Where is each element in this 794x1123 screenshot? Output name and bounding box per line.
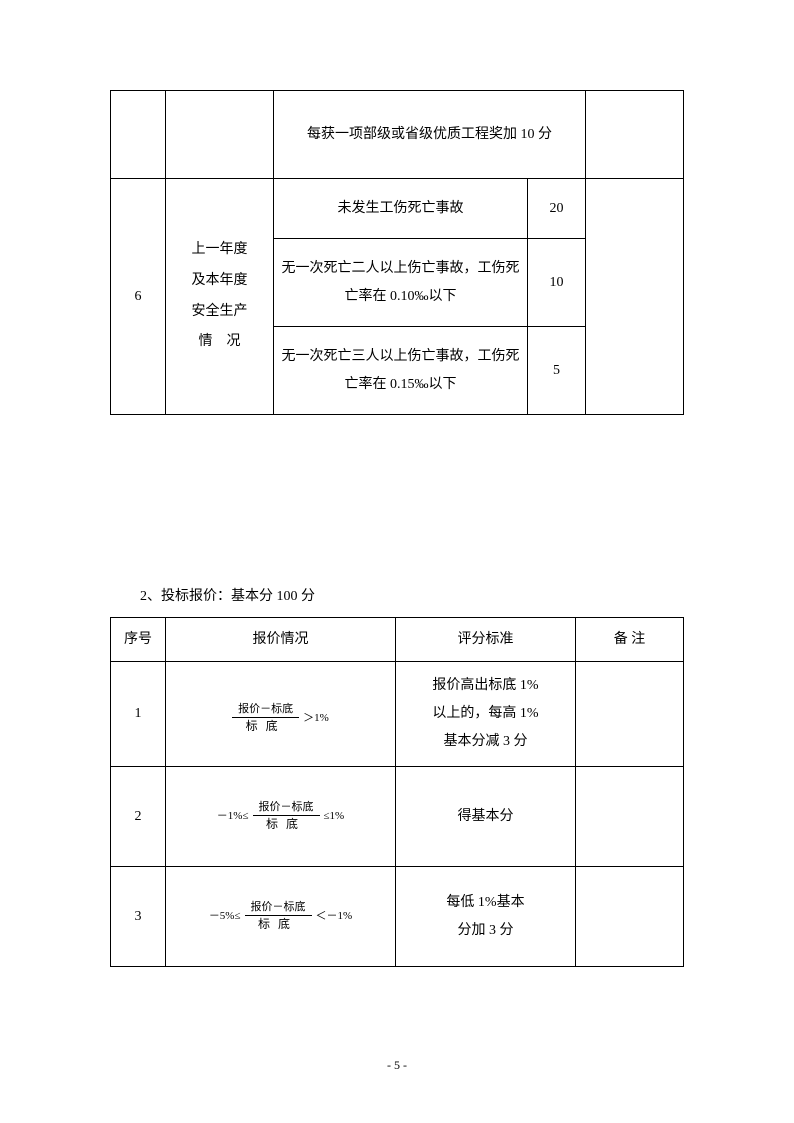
fraction-numerator: 报价－标底 — [245, 901, 312, 916]
col-header: 评分标准 — [396, 618, 576, 662]
cell — [576, 867, 684, 967]
cell-category: 上一年度 及本年度 安全生产 情 况 — [166, 179, 274, 415]
col-header: 序号 — [111, 618, 166, 662]
section-title: 2、投标报价：基本分 100 分 — [140, 585, 684, 605]
text: 安全生产 — [170, 297, 269, 328]
text: 以上的，每高 1% — [402, 700, 569, 728]
fraction-denominator: 标底 — [240, 718, 292, 733]
table-header-row: 序号 报价情况 评分标准 备 注 — [111, 618, 684, 662]
cell-standard: 每低 1%基本 分加 3 分 — [396, 867, 576, 967]
text: 及本年度 — [170, 266, 269, 297]
cell — [586, 91, 684, 179]
cell-score: 20 — [528, 179, 586, 239]
cell — [111, 91, 166, 179]
cell — [576, 767, 684, 867]
text: 每低 1%基本 — [402, 889, 569, 917]
table-row: 3 －5%≤ 报价－标底 标底 ＜－1% 每低 1%基本 分加 3 分 — [111, 867, 684, 967]
text: 分加 3 分 — [402, 917, 569, 945]
page-number: - 5 - — [0, 1058, 794, 1073]
table-row: 6 上一年度 及本年度 安全生产 情 况 未发生工伤死亡事故 20 — [111, 179, 684, 239]
cell-score: 5 — [528, 327, 586, 415]
formula-left: －5%≤ — [209, 905, 241, 927]
cell: 每获一项部级或省级优质工程奖加 10 分 — [274, 91, 586, 179]
cell — [586, 179, 684, 415]
cell-formula: －5%≤ 报价－标底 标底 ＜－1% — [166, 867, 396, 967]
cell-seq: 3 — [111, 867, 166, 967]
cell — [166, 91, 274, 179]
text: 情 况 — [170, 327, 269, 358]
cell-standard: 报价高出标底 1% 以上的，每高 1% 基本分减 3 分 — [396, 662, 576, 767]
cell-seq: 6 — [111, 179, 166, 415]
table-bid-price: 序号 报价情况 评分标准 备 注 1 报价－标底 标底 ＞1% 报价高出标底 1… — [110, 617, 684, 967]
table-safety-awards: 每获一项部级或省级优质工程奖加 10 分 6 上一年度 及本年度 安全生产 情 … — [110, 90, 684, 415]
col-header: 报价情况 — [166, 618, 396, 662]
formula-right: ＜－1% — [316, 905, 353, 927]
cell-standard: 得基本分 — [396, 767, 576, 867]
formula-right: ≤1% — [324, 805, 345, 827]
cell-seq: 2 — [111, 767, 166, 867]
fraction-numerator: 报价－标底 — [232, 703, 299, 718]
cell-criteria: 无一次死亡三人以上伤亡事故，工伤死亡率在 0.15‰以下 — [274, 327, 528, 415]
text: 报价高出标底 1% — [402, 672, 569, 700]
fraction-denominator: 标底 — [260, 816, 312, 831]
fraction-numerator: 报价－标底 — [253, 801, 320, 816]
table-row: 2 －1%≤ 报价－标底 标底 ≤1% 得基本分 — [111, 767, 684, 867]
text: 上一年度 — [170, 235, 269, 266]
table-row: 1 报价－标底 标底 ＞1% 报价高出标底 1% 以上的，每高 1% 基本分减 … — [111, 662, 684, 767]
table-row: 每获一项部级或省级优质工程奖加 10 分 — [111, 91, 684, 179]
cell — [576, 662, 684, 767]
cell-seq: 1 — [111, 662, 166, 767]
cell-criteria: 未发生工伤死亡事故 — [274, 179, 528, 239]
formula-left: －1%≤ — [217, 805, 249, 827]
col-header: 备 注 — [576, 618, 684, 662]
cell-criteria: 无一次死亡二人以上伤亡事故，工伤死亡率在 0.10‰以下 — [274, 239, 528, 327]
cell-formula: －1%≤ 报价－标底 标底 ≤1% — [166, 767, 396, 867]
cell-score: 10 — [528, 239, 586, 327]
cell-formula: 报价－标底 标底 ＞1% — [166, 662, 396, 767]
fraction-denominator: 标底 — [252, 916, 304, 931]
formula-right: ＞1% — [303, 707, 329, 729]
text: 基本分减 3 分 — [402, 728, 569, 756]
